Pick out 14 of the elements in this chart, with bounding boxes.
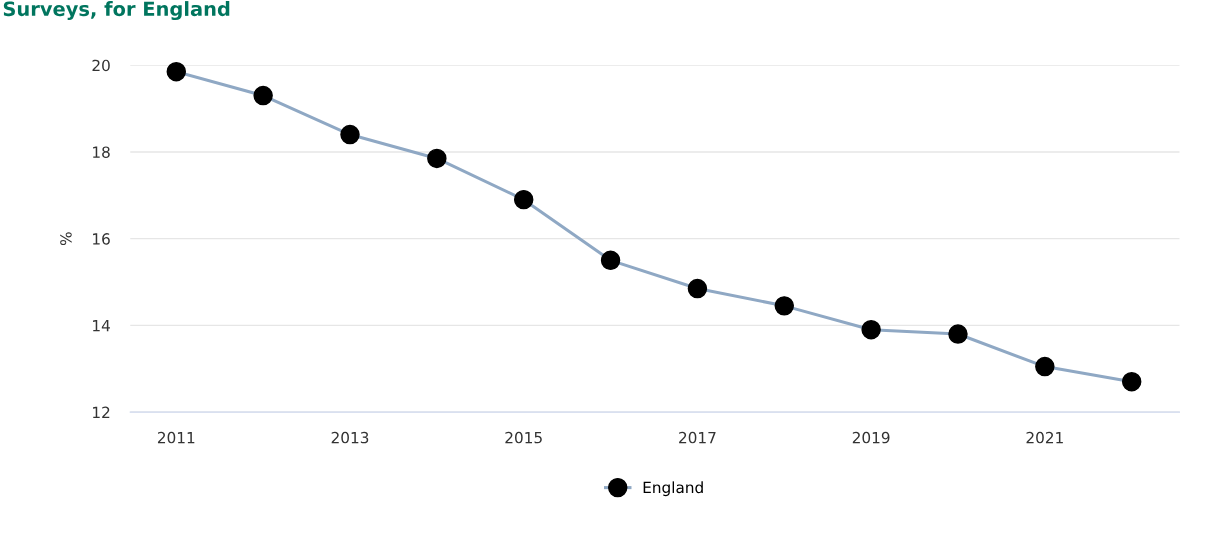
chart-title: Surveys, for England	[3, 1, 230, 21]
x-tick-label: 2011	[157, 431, 195, 444]
x-tick-label: 2021	[1026, 431, 1063, 444]
y-tick-label: 18	[93, 146, 110, 158]
x-tick-label: 2015	[505, 431, 542, 444]
y-tick-label: 12	[93, 406, 110, 418]
legend-label: England	[643, 481, 703, 497]
y-tick-label: 16	[93, 233, 110, 245]
x-tick-label: 2019	[852, 431, 890, 444]
x-tick-label: 2013	[331, 431, 369, 444]
x-tick-label: 2017	[679, 431, 716, 444]
y-axis-title: %	[60, 232, 72, 246]
y-tick-label: 14	[93, 320, 110, 332]
y-tick-label: 20	[92, 59, 110, 72]
